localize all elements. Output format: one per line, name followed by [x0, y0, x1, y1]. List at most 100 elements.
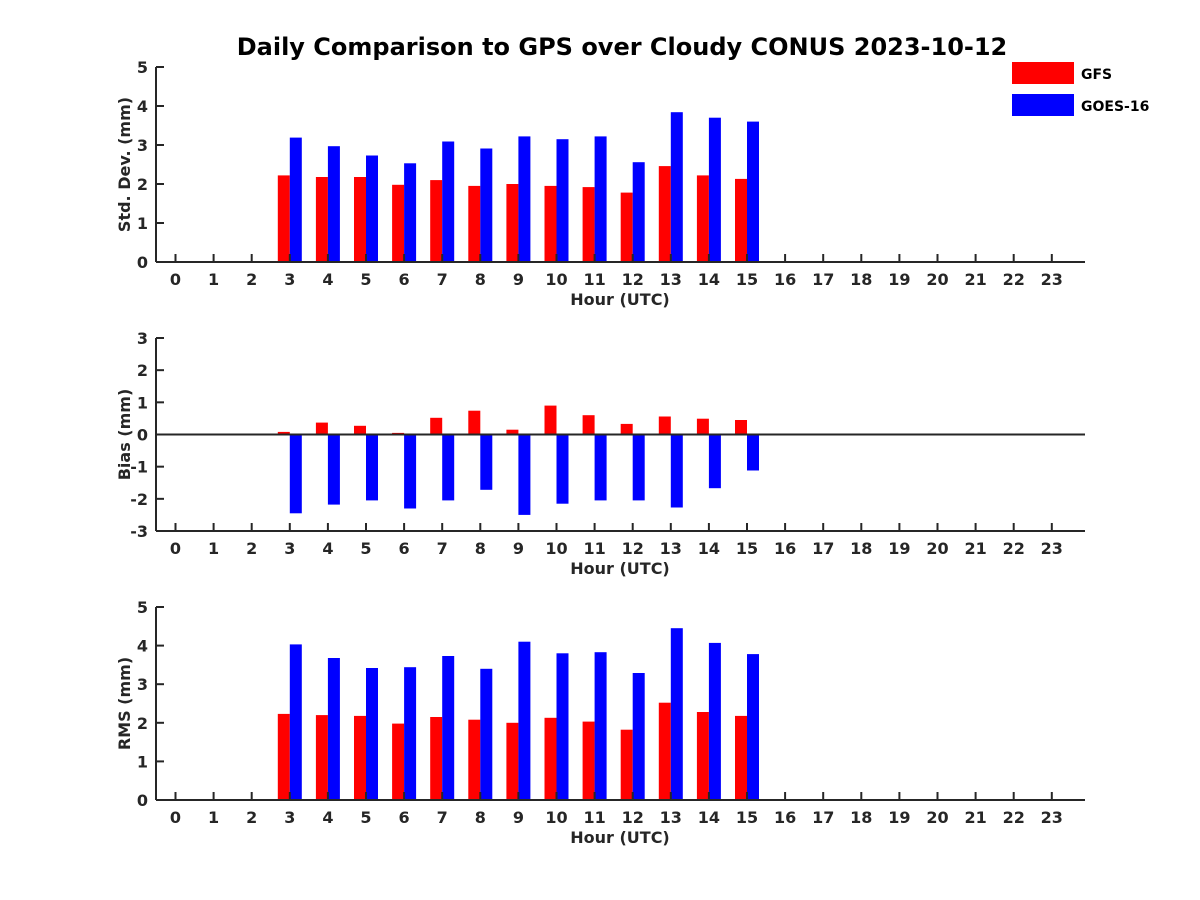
y-tick-label: -2: [130, 490, 148, 509]
x-tick-label: 12: [622, 270, 644, 289]
bar-gfs-hour-4: [315, 177, 328, 262]
x-tick-label: 0: [170, 808, 181, 827]
bar-gfs-hour-6: [392, 184, 405, 262]
y-axis-label: RMS (mm): [115, 657, 134, 750]
bar-goes-16-hour-5: [366, 155, 378, 262]
x-tick-label: 22: [1003, 808, 1025, 827]
bar-goes-16-hour-3: [289, 434, 302, 514]
x-tick-label: 15: [736, 808, 758, 827]
bar-gfs-hour-12: [620, 423, 633, 435]
x-tick-label: 5: [360, 539, 371, 558]
x-tick-label: 15: [736, 539, 758, 558]
x-tick-label: 1: [208, 808, 219, 827]
y-tick-label: 3: [137, 136, 148, 155]
bar-gfs-hour-11: [582, 721, 595, 800]
legend-swatch: [1012, 94, 1074, 116]
bar-goes-16-hour-9: [518, 641, 531, 800]
x-tick-label: 2: [246, 808, 257, 827]
x-tick-label: 0: [170, 270, 181, 289]
bar-goes-16-hour-11: [594, 434, 607, 501]
y-tick-label: -3: [130, 522, 148, 541]
x-tick-label: 7: [437, 539, 448, 558]
x-tick-label: 21: [964, 539, 986, 558]
x-tick-label: 13: [660, 808, 682, 827]
x-tick-label: 10: [545, 808, 567, 827]
x-tick-label: 23: [1041, 539, 1063, 558]
y-tick-label: 5: [137, 58, 148, 77]
x-tick-label: 23: [1041, 270, 1063, 289]
y-tick-label: 1: [137, 752, 148, 771]
bar-goes-16-hour-3: [289, 137, 302, 262]
x-tick-label: 4: [322, 808, 333, 827]
y-axis-label: Bias (mm): [115, 389, 134, 481]
bar-goes-16-hour-10: [556, 434, 569, 504]
x-tick-label: 5: [360, 270, 371, 289]
x-tick-label: 18: [850, 539, 872, 558]
y-tick-label: 1: [137, 214, 148, 233]
x-tick-label: 3: [284, 539, 295, 558]
bar-goes-16-hour-11: [594, 136, 607, 262]
x-tick-label: 19: [888, 270, 910, 289]
y-tick-label: 0: [137, 791, 148, 810]
bar-goes-16-hour-10: [556, 139, 569, 262]
bar-gfs-hour-4: [315, 422, 328, 435]
x-tick-label: 3: [284, 808, 295, 827]
bar-gfs-hour-15: [735, 420, 747, 435]
x-tick-label: 14: [698, 808, 720, 827]
bar-gfs-hour-7: [430, 180, 443, 262]
x-tick-label: 10: [545, 539, 567, 558]
bar-gfs-hour-5: [354, 425, 366, 435]
bar-gfs-hour-10: [544, 185, 557, 262]
y-tick-label: 4: [137, 637, 148, 656]
x-tick-label: 6: [399, 270, 410, 289]
legend: GFS GOES-16: [1012, 62, 1149, 116]
x-tick-label: 18: [850, 808, 872, 827]
x-tick-label: 20: [926, 270, 948, 289]
bar-gfs-hour-8: [468, 410, 481, 435]
x-tick-label: 22: [1003, 270, 1025, 289]
bar-gfs-hour-13: [658, 166, 671, 262]
bar-gfs-hour-10: [544, 405, 557, 435]
y-axis-label: Std. Dev. (mm): [115, 97, 134, 232]
legend-label: GOES-16: [1081, 99, 1149, 115]
bar-gfs-hour-4: [315, 715, 328, 800]
x-tick-label: 23: [1041, 808, 1063, 827]
x-tick-label: 13: [660, 270, 682, 289]
x-tick-label: 12: [622, 808, 644, 827]
bar-goes-16-hour-9: [518, 136, 531, 262]
x-tick-label: 19: [888, 808, 910, 827]
bar-goes-16-hour-5: [366, 668, 378, 800]
bar-goes-16-hour-15: [747, 121, 759, 262]
bar-goes-16-hour-14: [708, 434, 721, 489]
x-tick-label: 17: [812, 808, 834, 827]
bar-goes-16-hour-8: [480, 434, 493, 490]
bar-goes-16-hour-4: [327, 146, 340, 262]
x-tick-label: 11: [583, 539, 605, 558]
x-tick-label: 6: [399, 539, 410, 558]
x-tick-label: 5: [360, 808, 371, 827]
y-tick-label: 0: [137, 426, 148, 445]
x-tick-label: 19: [888, 539, 910, 558]
bar-goes-16-hour-13: [670, 434, 683, 508]
bar-goes-16-hour-10: [556, 653, 569, 800]
x-tick-label: 14: [698, 539, 720, 558]
bar-gfs-hour-7: [430, 417, 443, 435]
bar-gfs-hour-15: [735, 715, 747, 800]
bar-goes-16-hour-8: [480, 148, 493, 262]
bar-gfs-hour-10: [544, 717, 557, 800]
x-tick-label: 16: [774, 539, 796, 558]
y-tick-label: 2: [137, 361, 148, 380]
bar-gfs-hour-13: [658, 702, 671, 800]
x-tick-label: 15: [736, 270, 758, 289]
x-tick-label: 2: [246, 270, 257, 289]
x-tick-label: 7: [437, 808, 448, 827]
bar-gfs-hour-9: [506, 184, 519, 262]
bar-gfs-hour-12: [620, 729, 633, 800]
y-tick-label: -1: [130, 458, 148, 477]
x-tick-label: 2: [246, 539, 257, 558]
bar-goes-16-hour-6: [404, 667, 417, 800]
bar-goes-16-hour-14: [708, 117, 721, 262]
x-tick-label: 21: [964, 270, 986, 289]
